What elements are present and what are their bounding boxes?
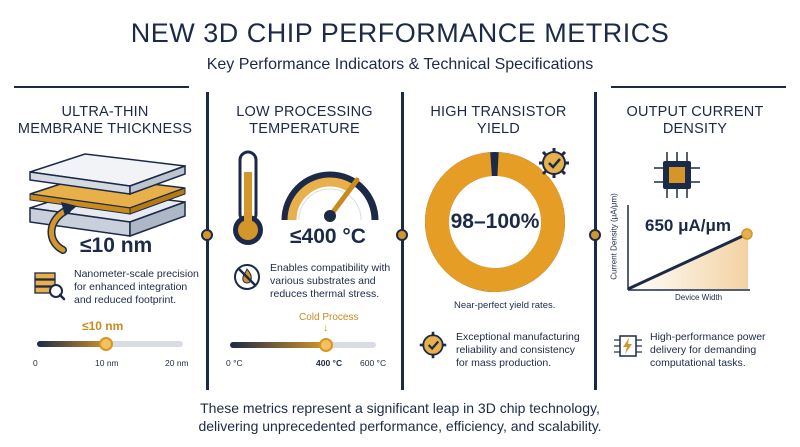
current-heading-line2: DENSITY xyxy=(662,121,728,137)
gear-check-small-icon xyxy=(419,331,447,359)
circuit-power-icon xyxy=(614,335,642,357)
column-divider-3 xyxy=(594,92,597,390)
header-rule-left xyxy=(14,86,189,88)
membrane-tick-min: 0 xyxy=(33,358,38,368)
yield-heading-line1: HIGH TRANSISTOR xyxy=(430,104,567,120)
current-heading-line1: OUTPUT CURRENT xyxy=(626,104,764,120)
membrane-value: ≤10 nm xyxy=(80,234,153,257)
current-density-xlabel: Device Width xyxy=(675,293,723,302)
membrane-tick-max: 20 nm xyxy=(165,358,189,368)
no-fire-icon xyxy=(234,264,260,290)
column-divider-2 xyxy=(401,92,404,390)
current-density-ylabel: Current Density (μA/μm) xyxy=(609,193,619,280)
current-description: High-performance power delivery for dema… xyxy=(650,331,766,369)
membrane-stack-illustration xyxy=(29,153,186,254)
column-divider-1 xyxy=(206,92,209,390)
membrane-description: Nanometer-scale precision for enhanced i… xyxy=(74,268,199,306)
down-arrow-icon: ↓ xyxy=(323,323,328,334)
gear-check-icon xyxy=(539,148,569,178)
temperature-tick-max: 600 °C xyxy=(360,358,387,368)
membrane-scale-bar xyxy=(37,337,183,351)
yield-heading-line2: YIELD xyxy=(477,121,520,137)
temperature-value: ≤400 °C xyxy=(290,225,366,248)
yield-description: Exceptional manufacturing reliability an… xyxy=(456,331,580,369)
divider-node-1 xyxy=(201,229,213,241)
header-rule-right xyxy=(611,86,786,88)
yield-value: 98–100% xyxy=(450,210,540,233)
page-title: NEW 3D CHIP PERFORMANCE METRICS xyxy=(130,18,670,48)
temperature-tick-min: 0 °C xyxy=(226,358,243,368)
page-subtitle: Key Performance Indicators & Technical S… xyxy=(206,56,594,73)
footer-line1: These metrics represent a significant le… xyxy=(200,400,600,416)
current-heading: OUTPUT CURRENT DENSITY xyxy=(600,104,790,138)
membrane-heading: ULTRA-THIN MEMBRANE THICKNESS xyxy=(10,104,200,138)
divider-node-3 xyxy=(589,229,601,241)
membrane-heading-line1: ULTRA-THIN xyxy=(61,104,149,120)
temperature-heading: LOW PROCESSING TEMPERATURE xyxy=(212,104,397,138)
yield-heading: HIGH TRANSISTOR YIELD xyxy=(407,104,590,138)
chip-icon xyxy=(654,152,700,198)
membrane-scale-marker-label: ≤10 nm xyxy=(82,319,124,333)
current-value: 650 μA/μm xyxy=(645,216,732,235)
yield-donut-chart xyxy=(425,152,565,292)
divider-node-2 xyxy=(396,229,408,241)
membrane-heading-line2: MEMBRANE THICKNESS xyxy=(17,121,193,137)
temperature-gauge xyxy=(281,171,379,222)
temperature-tick-mid: 400 °C xyxy=(316,358,343,368)
yield-note: Near-perfect yield rates. xyxy=(454,300,556,311)
membrane-tick-mid: 10 nm xyxy=(95,358,119,368)
temperature-heading-line1: LOW PROCESSING xyxy=(236,104,373,120)
magnifier-stack-icon xyxy=(34,272,66,301)
thermometer-icon xyxy=(233,150,263,245)
temperature-scale-marker-label: Cold Process xyxy=(299,312,359,323)
current-density-chart xyxy=(627,205,753,291)
temperature-heading-line2: TEMPERATURE xyxy=(249,121,360,137)
footer-summary: These metrics represent a significant le… xyxy=(0,399,800,435)
temperature-description: Enables compatibility with various subst… xyxy=(270,262,391,300)
temperature-scale-bar xyxy=(230,338,376,352)
footer-line2: delivering unprecedented performance, ef… xyxy=(198,418,602,434)
